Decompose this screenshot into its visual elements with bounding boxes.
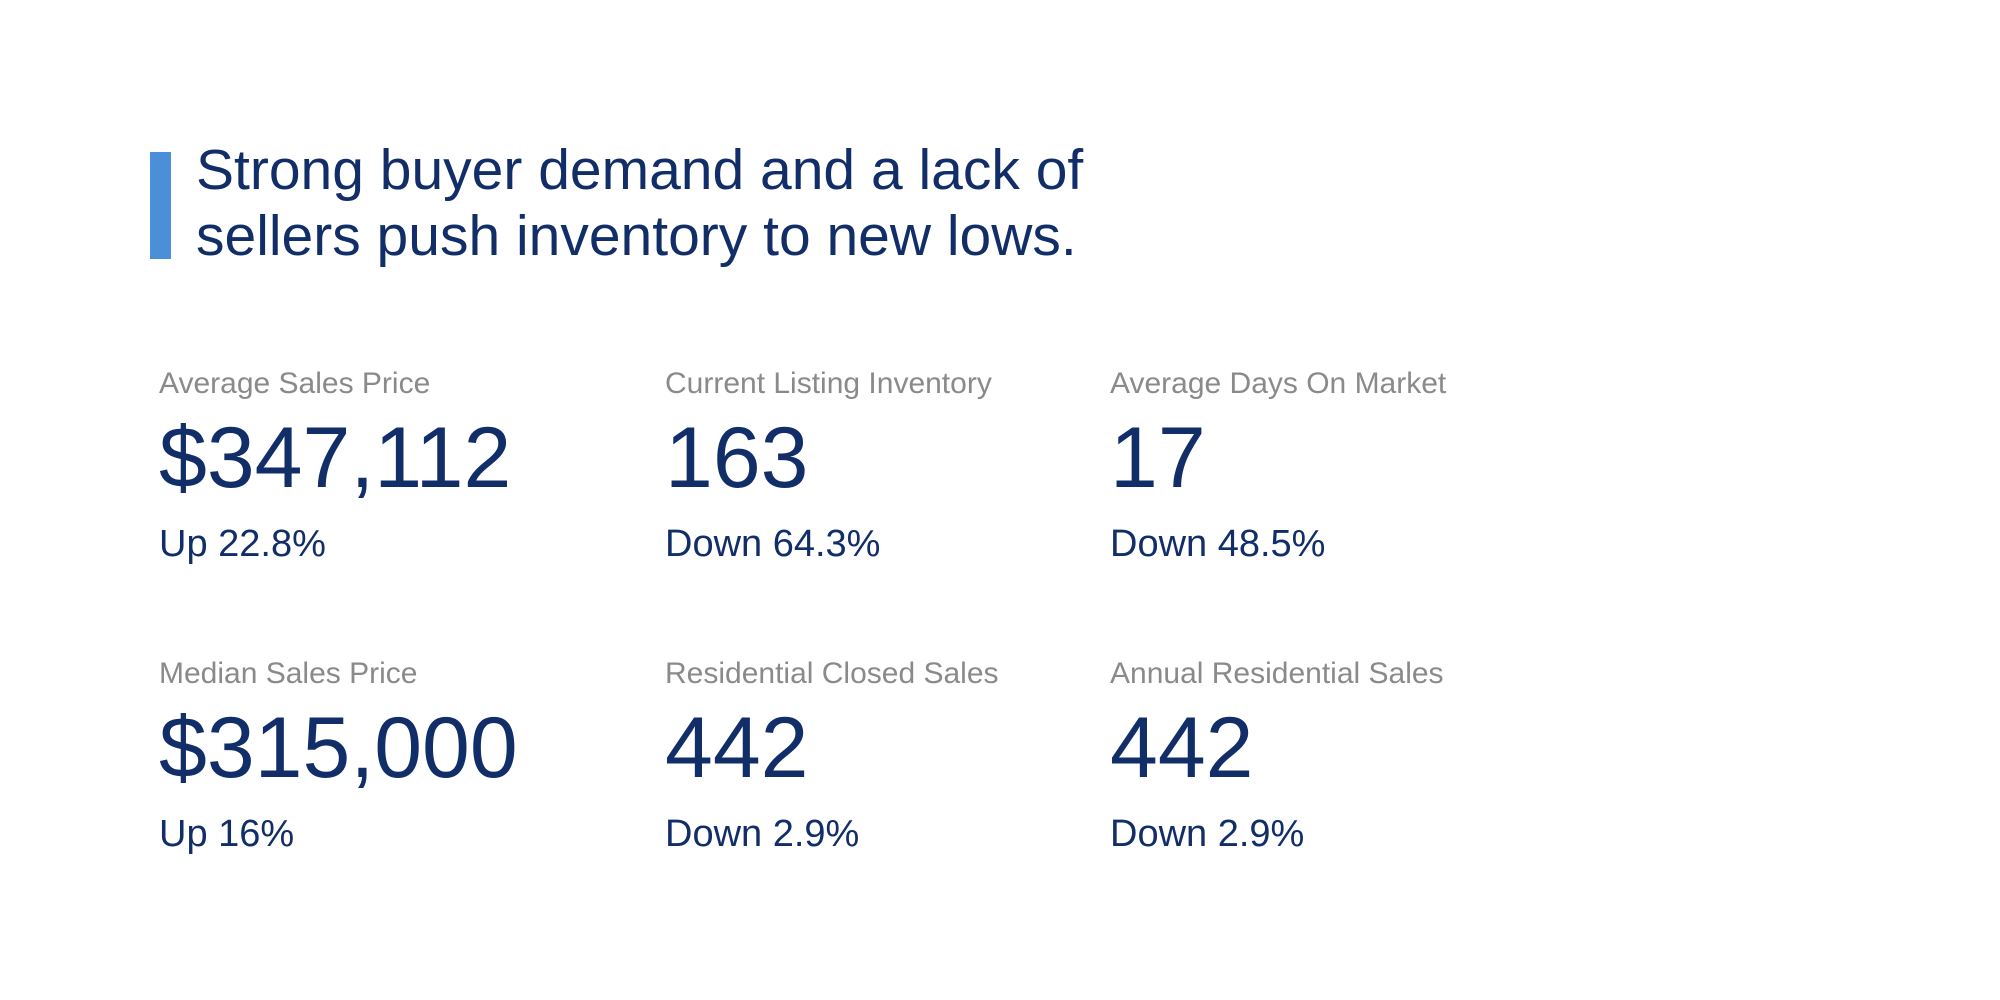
page-title: Strong buyer demand and a lack of seller… bbox=[196, 137, 1083, 269]
stat-value: $347,112 bbox=[159, 410, 512, 506]
stat-label: Current Listing Inventory bbox=[665, 367, 992, 400]
stat-card-residential-closed-sales: Residential Closed Sales 442 Down 2.9% bbox=[665, 656, 1110, 857]
stats-grid: Average Sales Price $347,112 Up 22.8% Cu… bbox=[159, 366, 1810, 857]
stat-change: Down 2.9% bbox=[1110, 813, 1305, 855]
stat-card-median-sales-price: Median Sales Price $315,000 Up 16% bbox=[159, 656, 665, 857]
stat-value: 442 bbox=[1110, 700, 1254, 796]
stat-label: Average Sales Price bbox=[159, 367, 431, 400]
stat-card-average-days-on-market: Average Days On Market 17 Down 48.5% bbox=[1110, 366, 1810, 567]
stat-value: 163 bbox=[665, 410, 809, 506]
stat-card-annual-residential-sales: Annual Residential Sales 442 Down 2.9% bbox=[1110, 656, 1810, 857]
stat-card-current-listing-inventory: Current Listing Inventory 163 Down 64.3% bbox=[665, 366, 1110, 567]
stat-change: Down 48.5% bbox=[1110, 523, 1326, 565]
stat-value: 442 bbox=[665, 700, 809, 796]
stat-change: Down 2.9% bbox=[665, 813, 860, 855]
stat-label: Average Days On Market bbox=[1110, 367, 1447, 400]
stat-label: Median Sales Price bbox=[159, 657, 418, 690]
stat-change: Up 22.8% bbox=[159, 523, 326, 565]
headline-line-2: sellers push inventory to new lows. bbox=[196, 204, 1077, 268]
stat-change: Up 16% bbox=[159, 813, 295, 855]
stat-change: Down 64.3% bbox=[665, 523, 881, 565]
headline-accent-bar bbox=[150, 152, 171, 259]
stat-card-average-sales-price: Average Sales Price $347,112 Up 22.8% bbox=[159, 366, 665, 567]
stat-label: Residential Closed Sales bbox=[665, 657, 999, 690]
stat-label: Annual Residential Sales bbox=[1110, 657, 1444, 690]
stat-value: $315,000 bbox=[159, 700, 518, 796]
headline-line-1: Strong buyer demand and a lack of bbox=[196, 138, 1084, 202]
stat-value: 17 bbox=[1110, 410, 1206, 506]
